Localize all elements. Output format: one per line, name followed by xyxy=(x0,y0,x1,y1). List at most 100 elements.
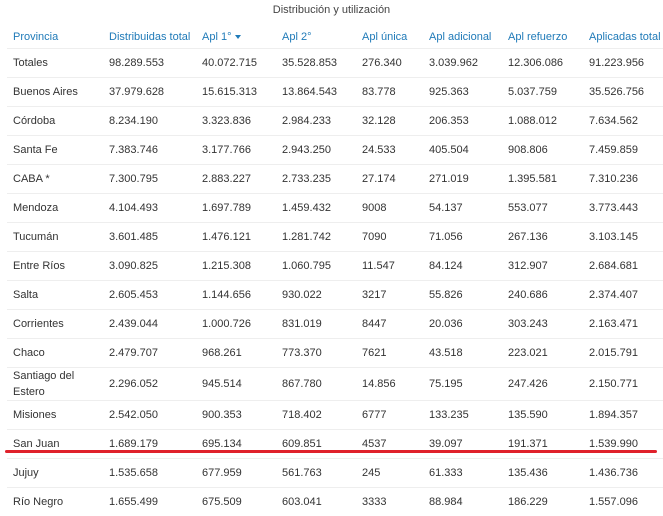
number-cell: 75.195 xyxy=(423,368,502,401)
column-header-text[interactable]: Distribuidas total xyxy=(109,31,190,43)
column-header[interactable]: Apl 2° xyxy=(276,25,356,49)
number-cell: 8447 xyxy=(356,310,423,339)
number-cell: 773.370 xyxy=(276,339,356,368)
sort-indicator[interactable] xyxy=(235,35,241,39)
number-cell: 1.215.308 xyxy=(196,252,276,281)
number-cell: 61.333 xyxy=(423,459,502,488)
number-cell: 7621 xyxy=(356,339,423,368)
number-cell: 54.137 xyxy=(423,194,502,223)
column-header[interactable]: Distribuidas total xyxy=(103,25,196,49)
number-cell: 84.124 xyxy=(423,252,502,281)
number-cell: 3.601.485 xyxy=(103,223,196,252)
number-cell: 247.426 xyxy=(502,368,583,401)
number-cell: 71.056 xyxy=(423,223,502,252)
number-cell: 240.686 xyxy=(502,281,583,310)
province-cell: Córdoba xyxy=(7,107,103,136)
number-cell: 35.526.756 xyxy=(583,78,663,107)
column-header-text[interactable]: Aplicadas total xyxy=(589,31,661,43)
number-cell: 2.605.453 xyxy=(103,281,196,310)
number-cell: 561.763 xyxy=(276,459,356,488)
province-cell: Santa Fe xyxy=(7,136,103,165)
number-cell: 609.851 xyxy=(276,430,356,459)
number-cell: 3.773.443 xyxy=(583,194,663,223)
province-cell: Tucumán xyxy=(7,223,103,252)
number-cell: 1.535.658 xyxy=(103,459,196,488)
number-cell: 945.514 xyxy=(196,368,276,401)
number-cell: 271.019 xyxy=(423,165,502,194)
column-header-text[interactable]: Apl adicional xyxy=(429,31,491,43)
province-cell: Jujuy xyxy=(7,459,103,488)
column-header[interactable]: Apl adicional xyxy=(423,25,502,49)
number-cell: 3.103.145 xyxy=(583,223,663,252)
column-header[interactable]: Apl única xyxy=(356,25,423,49)
number-cell: 1.000.726 xyxy=(196,310,276,339)
number-cell: 7.300.795 xyxy=(103,165,196,194)
number-cell: 15.615.313 xyxy=(196,78,276,107)
number-cell: 1.060.795 xyxy=(276,252,356,281)
number-cell: 2.542.050 xyxy=(103,401,196,430)
number-cell: 12.306.086 xyxy=(502,49,583,78)
column-header[interactable]: Provincia xyxy=(7,25,103,49)
number-cell: 1.395.581 xyxy=(502,165,583,194)
number-cell: 2.883.227 xyxy=(196,165,276,194)
number-cell: 7.310.236 xyxy=(583,165,663,194)
column-header-text[interactable]: Apl 1° xyxy=(202,31,231,43)
number-cell: 867.780 xyxy=(276,368,356,401)
number-cell: 1.144.656 xyxy=(196,281,276,310)
province-cell: Misiones xyxy=(7,401,103,430)
number-cell: 831.019 xyxy=(276,310,356,339)
header-row: Provincia Distribuidas total Apl 1° Apl 2° A… xyxy=(7,25,663,49)
number-cell: 98.289.553 xyxy=(103,49,196,78)
column-header-text[interactable]: Apl refuerzo xyxy=(508,31,567,43)
number-cell: 2.015.791 xyxy=(583,339,663,368)
number-cell: 718.402 xyxy=(276,401,356,430)
number-cell: 267.136 xyxy=(502,223,583,252)
number-cell: 2.296.052 xyxy=(103,368,196,401)
column-header-text[interactable]: Apl única xyxy=(362,31,407,43)
number-cell: 7090 xyxy=(356,223,423,252)
number-cell: 55.826 xyxy=(423,281,502,310)
number-cell: 13.864.543 xyxy=(276,78,356,107)
number-cell: 37.979.628 xyxy=(103,78,196,107)
column-header[interactable]: Apl 1° xyxy=(196,25,276,49)
column-header-text[interactable]: Apl 2° xyxy=(282,31,311,43)
number-cell: 4.104.493 xyxy=(103,194,196,223)
number-cell: 2.374.407 xyxy=(583,281,663,310)
number-cell: 2.439.044 xyxy=(103,310,196,339)
number-cell: 9008 xyxy=(356,194,423,223)
province-cell: CABA * xyxy=(7,165,103,194)
number-cell: 83.778 xyxy=(356,78,423,107)
number-cell: 1.539.990 xyxy=(583,430,663,459)
number-cell: 2.150.771 xyxy=(583,368,663,401)
number-cell: 1.088.012 xyxy=(502,107,583,136)
province-cell: Río Negro xyxy=(7,488,103,516)
number-cell: 3217 xyxy=(356,281,423,310)
column-header[interactable]: Aplicadas total xyxy=(583,25,663,49)
number-cell: 135.436 xyxy=(502,459,583,488)
column-header[interactable]: Apl refuerzo xyxy=(502,25,583,49)
number-cell: 2.479.707 xyxy=(103,339,196,368)
number-cell: 135.590 xyxy=(502,401,583,430)
province-cell: Mendoza xyxy=(7,194,103,223)
number-cell: 2.943.250 xyxy=(276,136,356,165)
number-cell: 7.634.562 xyxy=(583,107,663,136)
column-header-text[interactable]: Provincia xyxy=(13,31,58,43)
number-cell: 4537 xyxy=(356,430,423,459)
number-cell: 900.353 xyxy=(196,401,276,430)
number-cell: 3.090.825 xyxy=(103,252,196,281)
province-cell: Entre Ríos xyxy=(7,252,103,281)
number-cell: 3.177.766 xyxy=(196,136,276,165)
number-cell: 1.436.736 xyxy=(583,459,663,488)
number-cell: 2.984.233 xyxy=(276,107,356,136)
table-title: Distribución y utilización xyxy=(0,4,663,16)
province-cell: Totales xyxy=(7,49,103,78)
number-cell: 968.261 xyxy=(196,339,276,368)
number-cell: 930.022 xyxy=(276,281,356,310)
